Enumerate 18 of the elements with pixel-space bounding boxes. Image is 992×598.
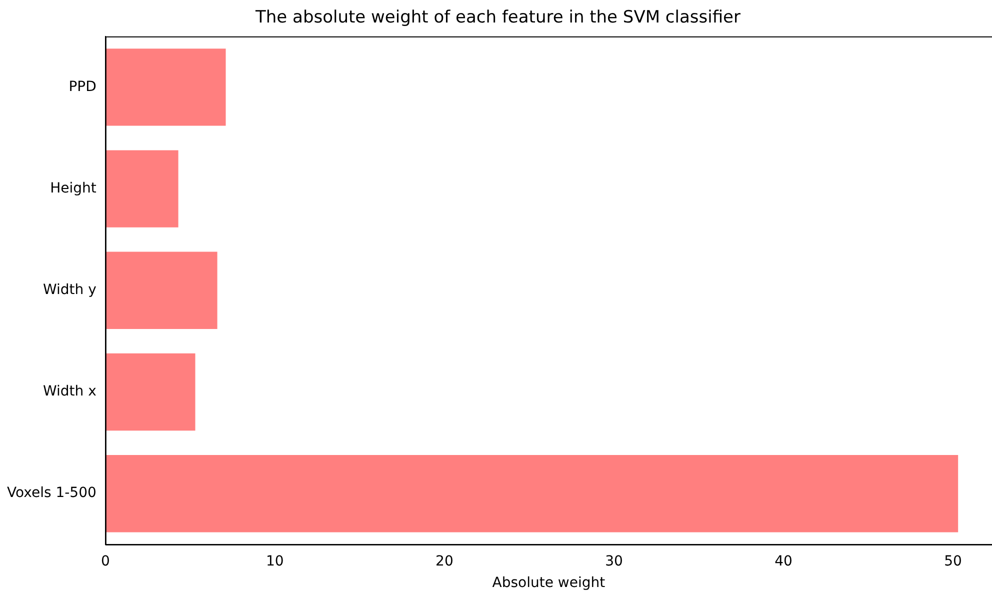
y-tick-label: Width x [42,384,96,400]
y-tick-label: PPD [68,78,96,95]
bar [105,48,226,126]
x-tick-label: 10 [266,553,284,570]
x-tick-label: 30 [605,553,623,570]
x-tick-label: 20 [436,553,454,570]
bar [105,150,178,228]
x-axis-title: Absolute weight [492,575,606,592]
bar [105,353,196,431]
y-tick-label: Voxels 1-500 [6,485,96,502]
y-tick-label: Width y [42,282,96,298]
x-tick-label: 40 [774,553,792,570]
x-tick-label: 50 [944,553,962,570]
x-tick-label: 0 [100,553,110,570]
y-tick-label: Height [50,180,97,196]
bar [105,454,958,532]
bar [105,252,218,330]
chart-title: The absolute weight of each feature in the SVM classifier [254,8,740,28]
